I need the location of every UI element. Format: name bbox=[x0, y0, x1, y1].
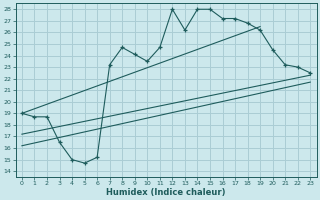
X-axis label: Humidex (Indice chaleur): Humidex (Indice chaleur) bbox=[106, 188, 226, 197]
